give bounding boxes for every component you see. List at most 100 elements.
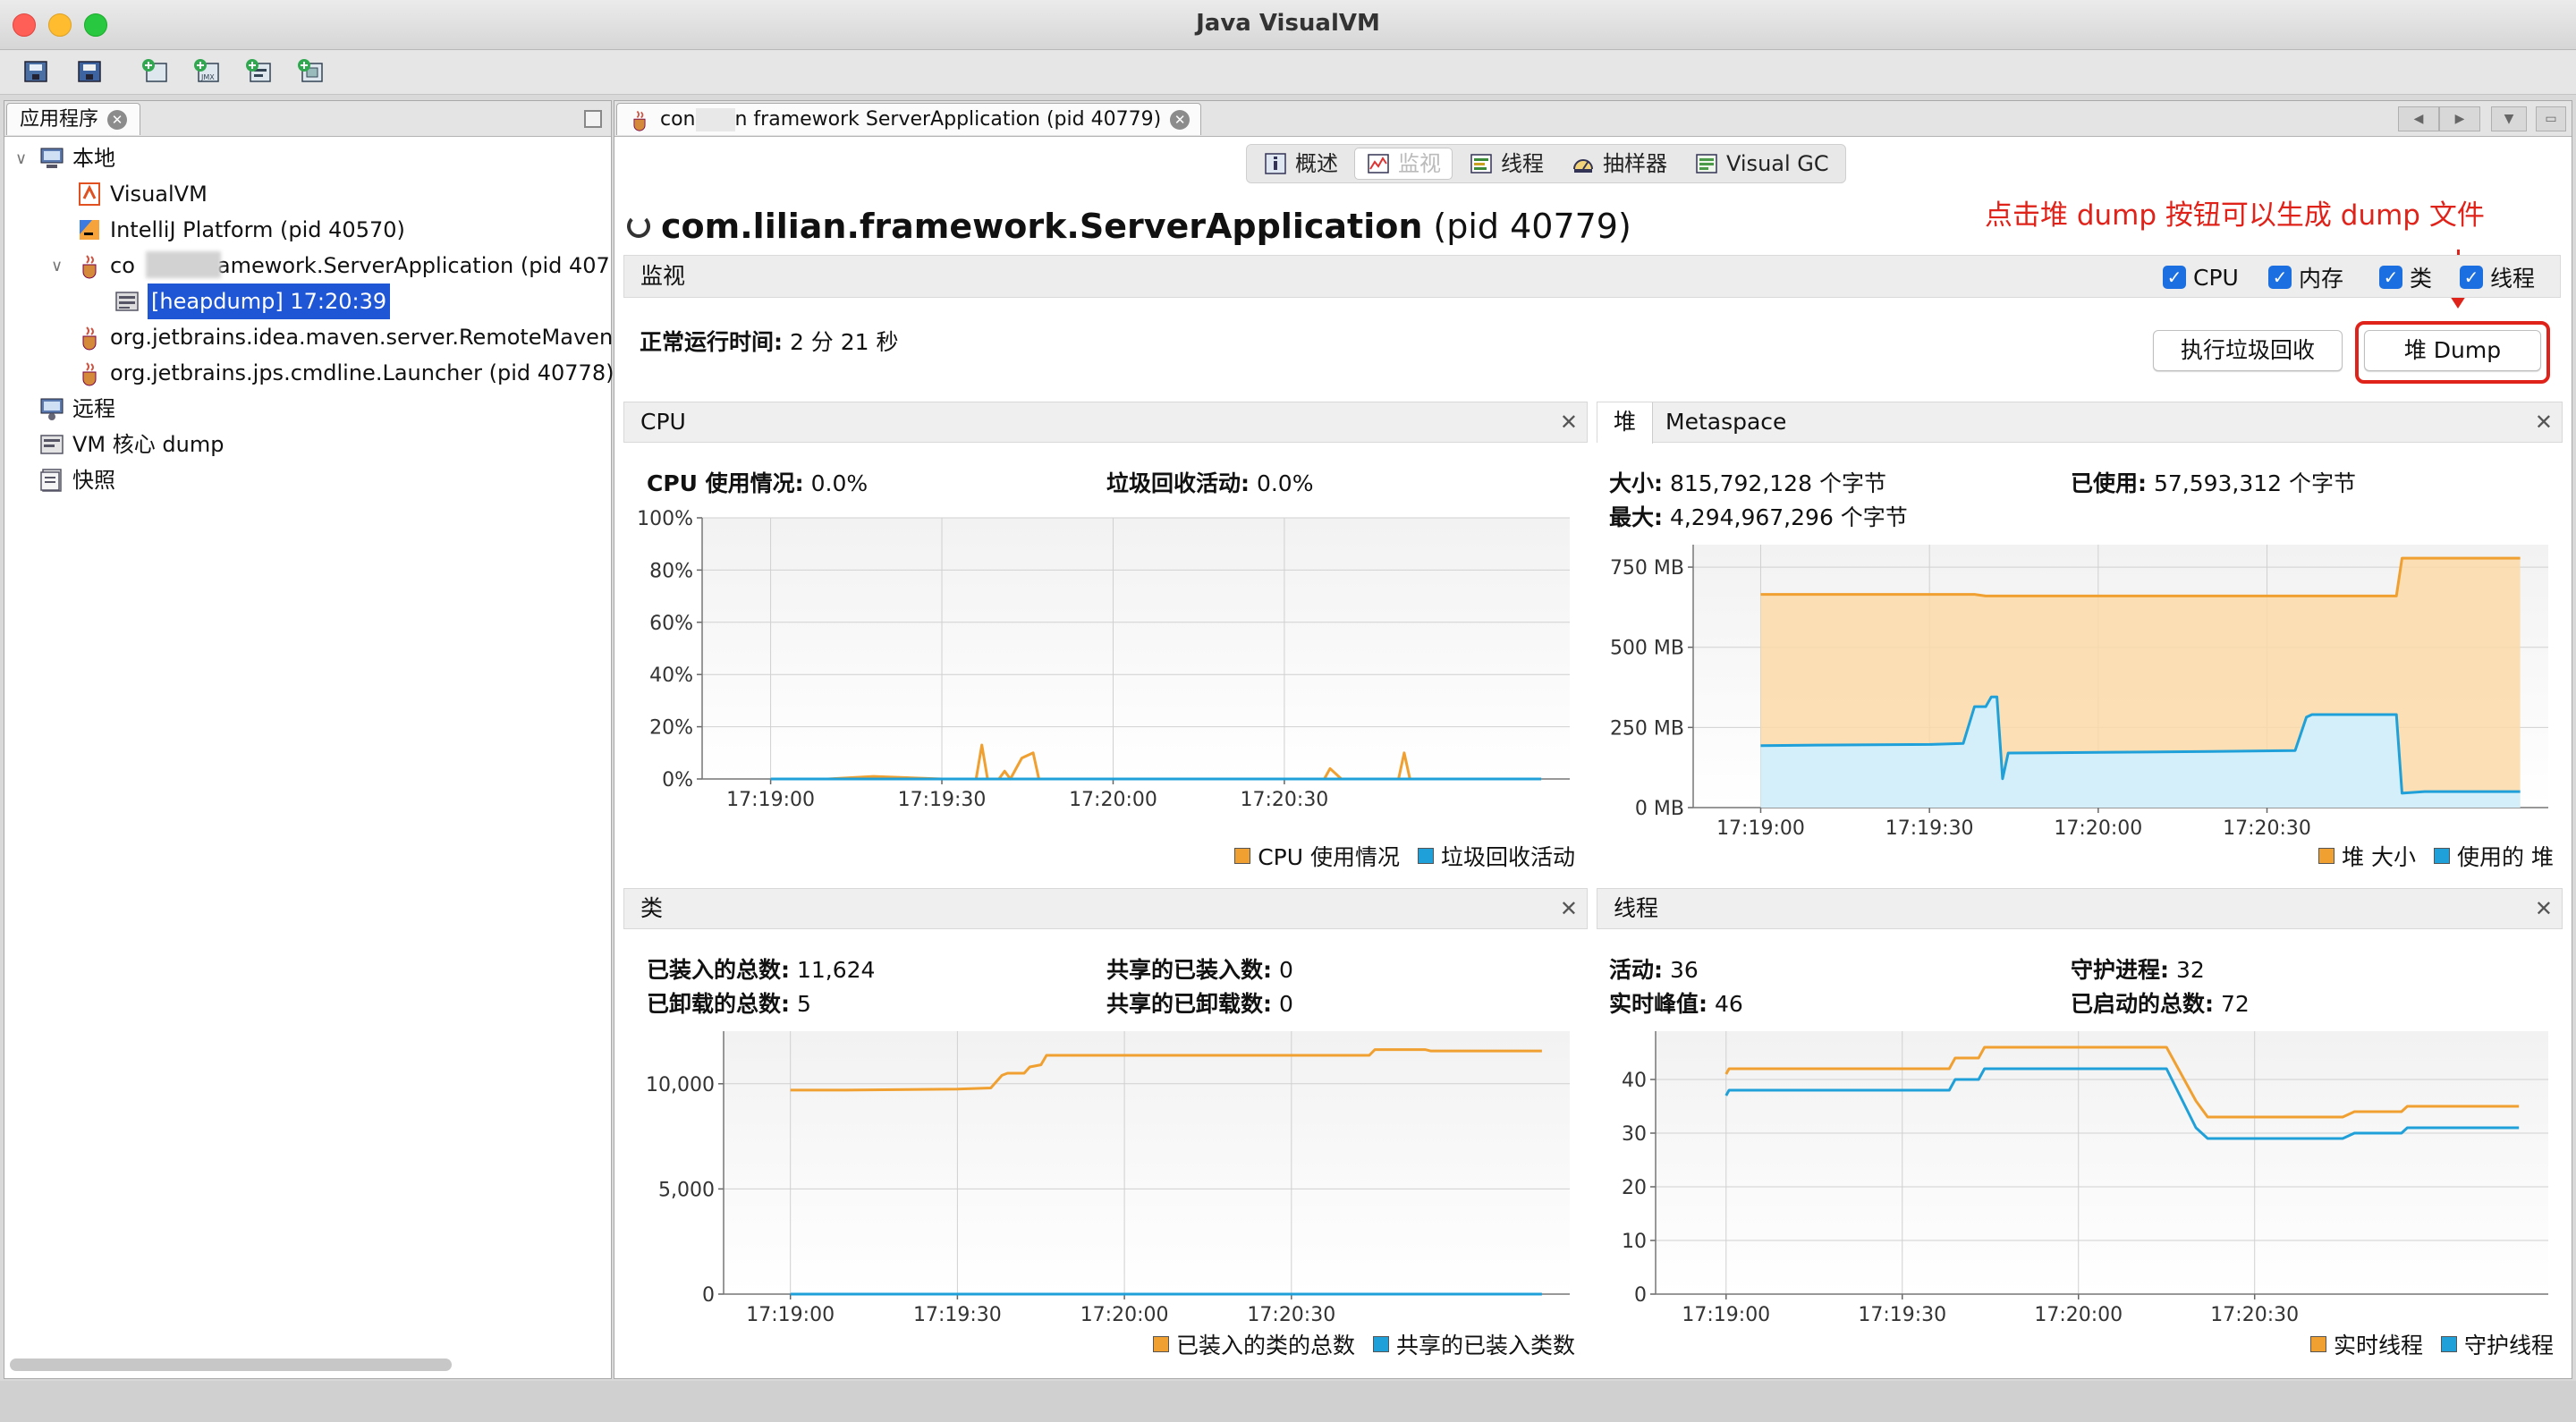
load-icon[interactable] xyxy=(21,56,54,87)
threads-icon xyxy=(1469,151,1494,176)
tab-monitor-label: 监视 xyxy=(1398,151,1441,176)
chevron-down-icon[interactable]: ∨ xyxy=(15,149,28,168)
tab-threads[interactable]: 线程 xyxy=(1458,148,1555,180)
tree-node-intellij[interactable]: IntelliJ Platform (pid 40570) xyxy=(76,212,405,248)
add-jmx-connection-icon[interactable]: JMX xyxy=(191,56,224,87)
scroll-right-icon[interactable]: ▶ xyxy=(2439,106,2480,131)
classes-legend: 已装入的类的总数 共享的已装入类数 xyxy=(1152,1328,1575,1360)
tree-node-server-application[interactable]: co amework.ServerApplication (pid 407 xyxy=(76,248,610,284)
tree-node-launcher[interactable]: org.jetbrains.jps.cmdline.Launcher (pid … xyxy=(76,355,614,391)
intellij-icon xyxy=(76,216,103,243)
y-tick-label: 0 xyxy=(1634,1284,1647,1307)
legend-swatch xyxy=(1234,848,1251,864)
x-tick-label: 17:20:30 xyxy=(1241,789,1329,811)
add-core-dump-icon[interactable] xyxy=(243,56,275,87)
annotation-highlight-box xyxy=(2355,321,2550,384)
tree-node-maven[interactable]: org.jetbrains.idea.maven.server.RemoteMa… xyxy=(76,319,640,355)
snapshot-icon xyxy=(38,467,65,494)
tree-node-remote[interactable]: 远程 xyxy=(38,391,115,427)
legend-item-live-threads: 实时线程 xyxy=(2309,1328,2423,1360)
heap-panel: 堆 Metaspace ✕ 大小: 815,792,128 个字节 已使用: 5… xyxy=(1597,402,2563,883)
y-tick-label: 750 MB xyxy=(1610,557,1684,580)
tree-label-launcher: org.jetbrains.jps.cmdline.Launcher (pid … xyxy=(110,360,614,385)
close-icon[interactable]: ✕ xyxy=(1559,410,1578,435)
checkbox-threads[interactable]: ✓ 线程 xyxy=(2460,264,2535,292)
threads-chart-svg: 0 10 20 30 40 17:19:00 17:19:30 17:20:00 17:20:3… xyxy=(1622,1031,2548,1326)
chevron-down-icon[interactable]: ∨ xyxy=(51,257,64,275)
cpu-panel: CPU ✕ CPU 使用情况: 0.0% 垃圾回收活动: 0.0% 0% 20% 4… xyxy=(623,402,1588,883)
save-icon[interactable] xyxy=(73,56,106,87)
threads-daemon-stat: 守护进程: 32 xyxy=(2071,952,2205,985)
tab-visual-gc[interactable]: Visual GC xyxy=(1683,148,1840,180)
scroll-left-icon[interactable]: ◀ xyxy=(2398,106,2439,131)
sampler-gauge-icon xyxy=(1571,151,1596,176)
threads-live-label: 活动: xyxy=(1609,957,1663,983)
tree-node-visualvm[interactable]: VisualVM xyxy=(76,176,208,212)
close-icon[interactable]: ✕ xyxy=(1170,109,1191,130)
x-tick-label: 17:19:00 xyxy=(746,1304,835,1326)
tree-node-heapdump[interactable]: [heapdump] 17:20:39 xyxy=(114,284,391,319)
y-tick-label: 40 xyxy=(1622,1070,1647,1092)
x-tick-label: 17:20:00 xyxy=(1080,1304,1169,1326)
add-jmx-icon[interactable] xyxy=(140,56,172,87)
window-close-button[interactable] xyxy=(13,13,36,37)
heap-chart: 0 MB 250 MB 500 MB 750 MB 17:19:00 17:19:30 17… xyxy=(1597,536,2563,840)
tab-visual-gc-label: Visual GC xyxy=(1726,151,1829,176)
threads-live-value: 36 xyxy=(1669,957,1699,983)
java-app-icon xyxy=(628,108,651,131)
tree-label-intellij: IntelliJ Platform (pid 40570) xyxy=(110,217,405,242)
checkbox-cpu[interactable]: ✓ CPU xyxy=(2163,264,2239,291)
application-tab[interactable]: con n framework ServerApplication (pid 4… xyxy=(616,103,1202,135)
tree-node-vm-core-dump[interactable]: VM 核心 dump xyxy=(38,427,224,462)
plot-area xyxy=(724,1031,1570,1294)
add-snapshot-icon[interactable] xyxy=(295,56,327,87)
window-maximize-button[interactable] xyxy=(84,13,107,37)
horizontal-scrollbar[interactable] xyxy=(10,1359,452,1371)
tab-metaspace[interactable]: Metaspace xyxy=(1665,409,1787,435)
close-icon[interactable]: ✕ xyxy=(2534,410,2553,435)
close-icon[interactable]: ✕ xyxy=(107,109,128,130)
close-icon[interactable]: ✕ xyxy=(2534,896,2553,921)
tree-node-local[interactable]: 本地 xyxy=(38,140,115,176)
legend-label: 使用的 堆 xyxy=(2457,844,2554,870)
heap-dump-button[interactable]: 堆 Dump xyxy=(2364,330,2541,371)
x-tick-label: 17:20:30 xyxy=(2210,1304,2299,1326)
info-icon xyxy=(1263,151,1288,176)
tab-overview[interactable]: 概述 xyxy=(1252,148,1349,180)
tab-monitor[interactable]: 监视 xyxy=(1354,148,1453,180)
main-toolbar: JMX xyxy=(0,50,2576,95)
uptime-value: 2 分 21 秒 xyxy=(789,329,899,355)
x-tick-label: 17:19:00 xyxy=(1682,1304,1770,1326)
visualvm-icon xyxy=(76,181,103,207)
legend-item-shared-loaded: 共享的已装入类数 xyxy=(1372,1328,1575,1360)
x-tick-label: 17:19:00 xyxy=(726,789,815,811)
heap-used-value: 57,593,312 个字节 xyxy=(2153,470,2357,496)
series-line-2 xyxy=(1760,695,2521,795)
minimize-panel-icon[interactable] xyxy=(584,110,602,128)
perform-gc-button[interactable]: 执行垃圾回收 xyxy=(2153,330,2343,371)
applications-tab[interactable]: 应用程序 ✕ xyxy=(6,103,141,135)
tab-overview-label: 概述 xyxy=(1295,151,1338,176)
tab-heap[interactable]: 堆 xyxy=(1597,402,1654,444)
legend-item-daemon-threads: 守护线程 xyxy=(2440,1328,2554,1360)
threads-started-value: 72 xyxy=(2220,991,2250,1017)
checkbox-memory[interactable]: ✓ 内存 xyxy=(2268,264,2343,292)
tree-label-server-app-suffix: amework.ServerApplication (pid 407 xyxy=(216,253,610,278)
tab-list-dropdown-icon[interactable]: ▼ xyxy=(2491,106,2527,131)
series-line-1 xyxy=(790,1048,1542,1092)
tree-label-vm-core-dump: VM 核心 dump xyxy=(72,432,225,457)
legend-item-cpu: CPU 使用情况 xyxy=(1234,840,1400,872)
classes-unloaded-value: 5 xyxy=(796,991,811,1017)
maximize-window-icon[interactable]: ▭ xyxy=(2536,106,2566,131)
window-minimize-button[interactable] xyxy=(48,13,72,37)
java-app-icon xyxy=(76,360,103,386)
tab-sampler[interactable]: 抽样器 xyxy=(1560,148,1678,180)
tree-node-snapshots[interactable]: 快照 xyxy=(38,462,115,498)
monitor-chart-icon xyxy=(1366,151,1391,176)
close-icon[interactable]: ✕ xyxy=(1559,896,1578,921)
checkbox-classes[interactable]: ✓ 类 xyxy=(2379,264,2432,292)
gc-activity-label: 垃圾回收活动: xyxy=(1106,470,1250,496)
y-tick-label: 100% xyxy=(637,508,693,530)
tree-label-snapshots: 快照 xyxy=(72,468,115,493)
cpu-usage-stat: CPU 使用情况: 0.0% xyxy=(647,466,868,498)
